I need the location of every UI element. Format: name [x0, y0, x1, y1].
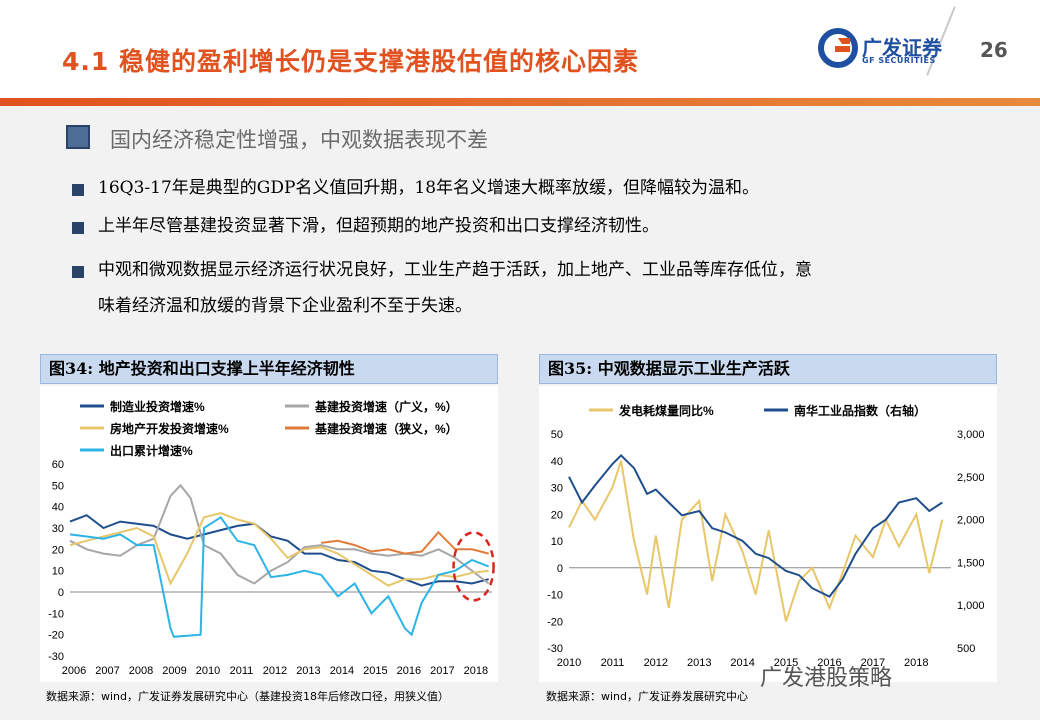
company-logo: 广发证券 GF SECURITIES: [818, 28, 978, 72]
chart-35-panel: -30 -20 -10 0 10 20 30 40 50 500 1,000 1,500 2,000 2,…: [539, 386, 997, 682]
x-tick-label: 2016: [817, 657, 841, 669]
subtitle-square-icon: [66, 125, 90, 149]
x-tick-label: 2006: [62, 665, 86, 677]
bullet-square-icon: [72, 184, 84, 196]
legend-label: 制造业投资增速%: [110, 399, 205, 414]
y-left-tick-label: 10: [551, 536, 563, 548]
y-tick-label: 10: [52, 566, 64, 578]
x-tick-label: 2017: [430, 665, 454, 677]
x-tick-label: 2016: [397, 665, 421, 677]
y-tick-label: 50: [52, 480, 64, 492]
y-left-tick-label: -10: [547, 590, 563, 602]
x-tick-label: 2011: [601, 657, 625, 669]
y-left-tick-label: 0: [557, 563, 563, 575]
x-tick-label: 2014: [330, 665, 354, 677]
x-tick-label: 2017: [861, 657, 885, 669]
chart-34: -30 -20 -10 0 10 20 30 40 50 60 2006 2007 2008 2009 20…: [48, 399, 495, 677]
legend-label: 基建投资增速（广义，%）: [314, 399, 458, 414]
y-left-tick-label: 40: [551, 456, 563, 468]
header-band: [0, 98, 1040, 106]
y-right-tick-label: 1,000: [957, 600, 985, 612]
x-tick-label: 2012: [644, 657, 668, 669]
y-left-tick-label: -20: [547, 616, 563, 628]
y-tick-label: -10: [48, 608, 64, 620]
y-right-tick-label: 500: [957, 643, 975, 655]
x-tick-label: 2011: [230, 665, 254, 677]
series-line: [69, 483, 490, 585]
series-line: [69, 512, 489, 587]
page-number: 26: [980, 38, 1008, 62]
y-tick-label: 20: [52, 544, 64, 556]
page-title: 4.1 稳健的盈利增长仍是支撑港股估值的核心因素: [62, 47, 639, 76]
y-tick-label: 40: [52, 502, 64, 514]
y-tick-label: -30: [48, 651, 64, 663]
figure-35-title: 图35: 中观数据显示工业生产活跃: [539, 354, 997, 384]
x-tick-label: 2015: [363, 665, 387, 677]
gf-logo-icon: [818, 28, 858, 68]
y-right-tick-label: 3,000: [957, 429, 985, 441]
x-tick-label: 2013: [296, 665, 320, 677]
legend-label: 基建投资增速（狭义，%）: [314, 421, 458, 436]
series-line: [568, 453, 943, 598]
y-left-tick-label: -30: [547, 643, 563, 655]
x-tick-label: 2018: [904, 657, 928, 669]
y-tick-label: -20: [48, 630, 64, 642]
chart-35: -30 -20 -10 0 10 20 30 40 50 500 1,000 1,500 2,000 2,…: [547, 403, 985, 669]
figure-34-source: 数据来源：wind，广发证券发展研究中心（基建投资18年后修改口径，用狭义值）: [46, 690, 450, 703]
bullet-item: 中观和微观数据显示经济运行状况良好，工业生产趋于活跃，加上地产、工业品等库存低位…: [72, 252, 992, 324]
y-left-tick-label: 30: [551, 483, 563, 495]
bullet-item: 上半年尽管基建投资显著下滑，但超预期的地产投资和出口支撑经济韧性。: [72, 208, 992, 244]
y-right-tick-label: 2,500: [957, 472, 985, 484]
series-line: [321, 530, 489, 555]
legend-label: 房地产开发投资增速%: [110, 421, 229, 436]
y-tick-label: 60: [52, 459, 64, 471]
x-tick-label: 2015: [774, 657, 798, 669]
y-tick-label: 30: [52, 523, 64, 535]
x-tick-label: 2008: [129, 665, 153, 677]
y-left-tick-label: 20: [551, 509, 563, 521]
x-tick-label: 2009: [162, 665, 186, 677]
x-tick-label: 2018: [464, 665, 488, 677]
legend-label: 出口累计增速%: [110, 443, 193, 458]
bullet-square-icon: [72, 266, 84, 278]
series-line: [69, 514, 489, 587]
logo-subtext: GF SECURITIES: [862, 56, 936, 65]
x-tick-label: 2014: [730, 657, 754, 669]
x-tick-label: 2010: [557, 657, 581, 669]
y-tick-label: 0: [58, 587, 64, 599]
y-right-tick-label: 1,500: [957, 557, 985, 569]
bullet-square-icon: [72, 222, 84, 234]
bullet-item: 16Q3-17年是典型的GDP名义值回升期，18年名义增速大概率放缓，但降幅较为…: [72, 170, 992, 206]
x-tick-label: 2012: [263, 665, 287, 677]
x-tick-label: 2013: [687, 657, 711, 669]
series-line: [69, 515, 490, 638]
legend-label: 发电耗煤量同比%: [618, 403, 714, 418]
series-line: [568, 460, 944, 622]
logo-text: 广发证券: [862, 36, 942, 60]
legend-label: 南华工业品指数（右轴）: [794, 403, 926, 418]
highlight-ellipse: [452, 531, 495, 602]
watermark: 广发港股策略: [760, 666, 893, 691]
y-left-tick-label: 50: [551, 429, 563, 441]
section-subtitle: 国内经济稳定性增强，中观数据表现不差: [110, 128, 488, 152]
chart-34-panel: -30 -20 -10 0 10 20 30 40 50 60 2006 2007 2008 2009 20…: [40, 386, 498, 682]
x-tick-label: 2007: [95, 665, 119, 677]
y-right-tick-label: 2,000: [957, 515, 985, 527]
figure-35-source: 数据来源：wind，广发证券发展研究中心: [546, 690, 749, 703]
figure-34-title: 图34: 地产投资和出口支撑上半年经济韧性: [40, 354, 498, 384]
x-tick-label: 2010: [196, 665, 220, 677]
